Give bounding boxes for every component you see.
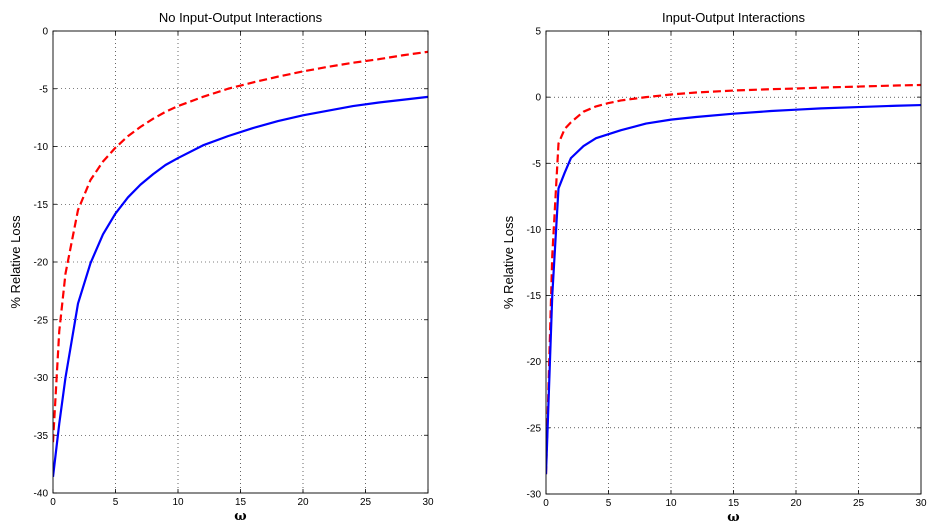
axes-frame — [52, 30, 429, 494]
y-tick-label: -30 — [34, 373, 49, 384]
plot-area — [546, 31, 921, 494]
y-tick-label: -25 — [527, 423, 542, 434]
y-tick-label: -15 — [527, 291, 542, 302]
x-tick-label: 0 — [543, 498, 549, 509]
y-axis-label: % Relative Loss — [8, 215, 23, 309]
chart-title: No Input-Output Interactions — [159, 10, 323, 25]
x-axis-label: ω — [234, 509, 246, 524]
x-tick-label: 20 — [790, 498, 802, 509]
y-axis-label: % Relative Loss — [501, 215, 516, 309]
y-tick-label: -5 — [532, 159, 541, 170]
axes-frame — [545, 30, 922, 495]
y-tick-label: -5 — [39, 84, 48, 95]
x-tick-label: 5 — [606, 498, 612, 509]
x-tick-label: 15 — [235, 497, 247, 508]
x-tick-label: 25 — [853, 498, 865, 509]
y-tick-label: -10 — [34, 142, 49, 153]
x-tick-label: 30 — [422, 497, 434, 508]
y-tick-label: 0 — [535, 93, 541, 104]
x-axis-label: ω — [727, 510, 739, 525]
x-tick-label: 25 — [360, 497, 372, 508]
y-tick-label: -10 — [527, 225, 542, 236]
series-line-2 — [546, 103, 921, 475]
series-line-1 — [546, 83, 921, 475]
x-tick-label: 10 — [665, 498, 677, 509]
y-tick-label: -40 — [34, 489, 49, 500]
y-tick-label: -35 — [34, 431, 49, 442]
y-tick-label: 0 — [42, 27, 48, 38]
series-line-2 — [53, 95, 428, 477]
x-tick-label: 20 — [297, 497, 309, 508]
chart-panel-2: 0 5 10 15 20 25 30 -30 -25 -20 -15 -10 -5 0 5 Input-Out… — [501, 10, 927, 525]
x-tick-label: 0 — [50, 497, 56, 508]
y-tick-label: -25 — [34, 315, 49, 326]
x-tick-label: 30 — [915, 498, 927, 509]
x-tick-label: 5 — [113, 497, 119, 508]
series-line-1 — [53, 50, 428, 443]
y-tick-label: -15 — [34, 200, 49, 211]
y-tick-label: 5 — [535, 27, 541, 38]
x-tick-label: 15 — [728, 498, 740, 509]
y-tick-label: -20 — [34, 258, 49, 269]
x-tick-label: 10 — [172, 497, 184, 508]
chart-panel-1: 0 5 10 15 20 25 30 -40 -35 -30 -25 -20 -15 -10 -5 0 No I… — [8, 10, 434, 524]
chart-title: Input-Output Interactions — [662, 10, 806, 25]
y-tick-label: -20 — [527, 357, 542, 368]
y-tick-label: -30 — [527, 490, 542, 501]
